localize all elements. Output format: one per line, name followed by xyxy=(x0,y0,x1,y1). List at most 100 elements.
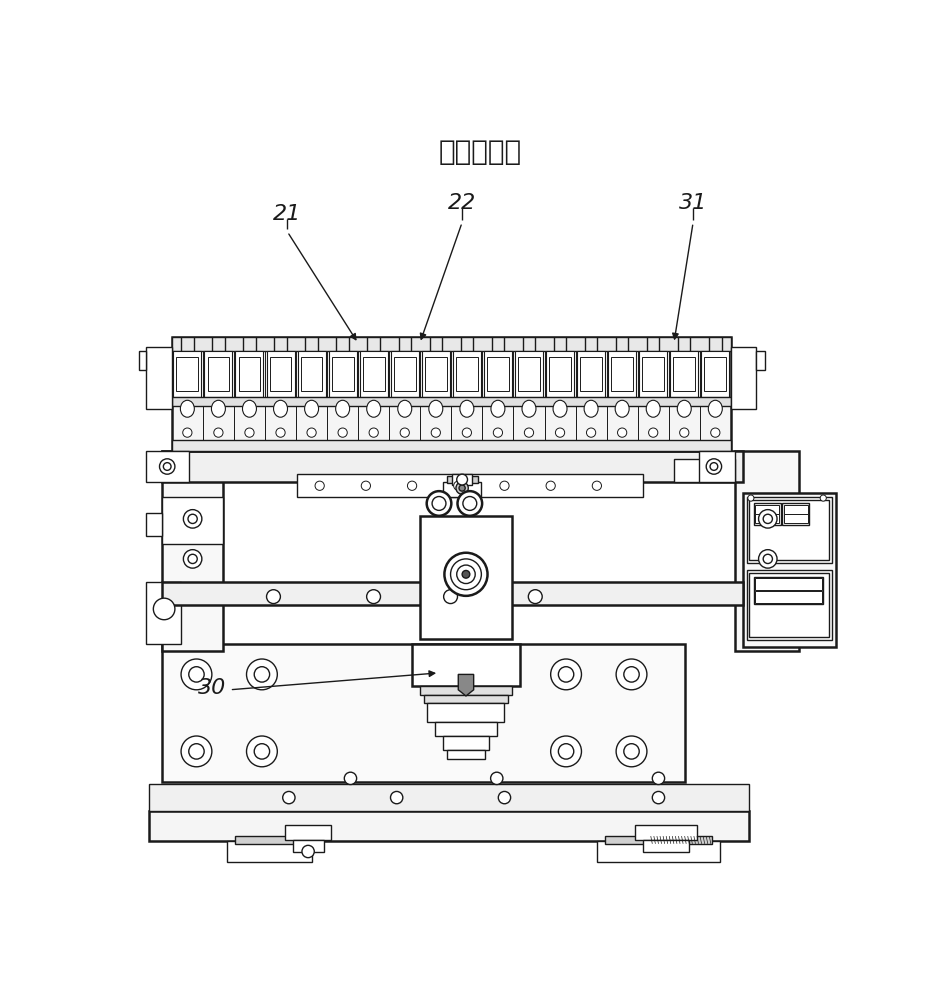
Bar xyxy=(596,841,719,862)
Circle shape xyxy=(361,481,370,490)
Bar xyxy=(149,784,749,811)
Text: 21: 21 xyxy=(273,204,301,224)
Ellipse shape xyxy=(212,400,226,417)
Circle shape xyxy=(443,590,457,604)
Bar xyxy=(753,577,823,604)
Bar xyxy=(746,570,831,640)
Text: 30: 30 xyxy=(197,678,226,698)
Circle shape xyxy=(616,659,646,690)
Circle shape xyxy=(558,744,573,759)
Circle shape xyxy=(592,481,601,490)
Bar xyxy=(235,836,304,844)
Circle shape xyxy=(431,428,440,437)
Circle shape xyxy=(747,495,753,501)
Bar xyxy=(730,347,755,409)
Circle shape xyxy=(524,428,533,437)
Circle shape xyxy=(154,598,175,620)
Bar xyxy=(755,351,765,370)
Bar xyxy=(162,644,685,782)
Bar xyxy=(424,357,446,391)
Circle shape xyxy=(550,736,581,767)
Bar xyxy=(797,513,813,536)
Bar xyxy=(162,451,223,651)
Circle shape xyxy=(490,772,503,785)
Circle shape xyxy=(407,481,417,490)
Ellipse shape xyxy=(490,400,505,417)
Bar xyxy=(300,357,322,391)
Bar xyxy=(610,357,633,391)
Bar xyxy=(162,497,223,544)
Circle shape xyxy=(307,428,315,437)
Circle shape xyxy=(459,485,464,491)
Circle shape xyxy=(555,428,564,437)
Circle shape xyxy=(301,845,314,858)
Ellipse shape xyxy=(583,400,597,417)
Circle shape xyxy=(546,481,555,490)
Bar xyxy=(783,505,807,514)
Bar xyxy=(434,722,496,736)
Bar xyxy=(362,357,384,391)
Circle shape xyxy=(558,667,573,682)
Circle shape xyxy=(457,491,482,516)
Circle shape xyxy=(550,659,581,690)
Bar xyxy=(171,440,730,451)
Ellipse shape xyxy=(677,400,691,417)
Circle shape xyxy=(188,667,204,682)
Circle shape xyxy=(338,428,347,437)
Circle shape xyxy=(283,791,295,804)
Circle shape xyxy=(706,459,721,474)
Bar xyxy=(452,351,480,397)
Bar xyxy=(171,337,730,351)
Circle shape xyxy=(456,565,475,584)
Ellipse shape xyxy=(552,400,566,417)
Bar xyxy=(176,357,198,391)
Circle shape xyxy=(450,559,481,590)
Circle shape xyxy=(244,428,254,437)
Bar xyxy=(149,811,749,841)
Circle shape xyxy=(709,463,717,470)
Bar xyxy=(742,493,835,647)
Polygon shape xyxy=(458,674,474,696)
Circle shape xyxy=(314,481,324,490)
Bar xyxy=(754,514,779,523)
Ellipse shape xyxy=(242,400,256,417)
Bar xyxy=(673,459,735,482)
Circle shape xyxy=(819,495,826,501)
Bar xyxy=(162,451,742,482)
Bar xyxy=(171,337,730,451)
Bar xyxy=(270,357,291,391)
Bar xyxy=(753,503,780,525)
Circle shape xyxy=(181,659,212,690)
Bar xyxy=(443,482,481,497)
Circle shape xyxy=(188,744,204,759)
Bar xyxy=(329,351,357,397)
Ellipse shape xyxy=(521,400,535,417)
Bar xyxy=(783,514,807,523)
Circle shape xyxy=(163,463,171,470)
Bar xyxy=(419,686,512,695)
Bar xyxy=(423,695,507,703)
Circle shape xyxy=(498,791,510,804)
Circle shape xyxy=(254,667,270,682)
Bar xyxy=(162,582,742,605)
Bar xyxy=(207,357,229,391)
Text: 31: 31 xyxy=(679,193,707,213)
Circle shape xyxy=(617,428,626,437)
Bar xyxy=(393,357,416,391)
Bar xyxy=(239,357,260,391)
Circle shape xyxy=(266,590,280,604)
Bar xyxy=(146,347,171,409)
Bar xyxy=(515,351,542,397)
Circle shape xyxy=(461,428,471,437)
Circle shape xyxy=(758,550,776,568)
Circle shape xyxy=(183,428,192,437)
Bar xyxy=(421,351,449,397)
Bar xyxy=(754,591,821,603)
Ellipse shape xyxy=(708,400,722,417)
Ellipse shape xyxy=(429,400,443,417)
Circle shape xyxy=(246,659,277,690)
Bar xyxy=(487,357,508,391)
Circle shape xyxy=(188,554,197,564)
Text: 低位状态图: 低位状态图 xyxy=(438,138,520,166)
Bar xyxy=(390,351,418,397)
